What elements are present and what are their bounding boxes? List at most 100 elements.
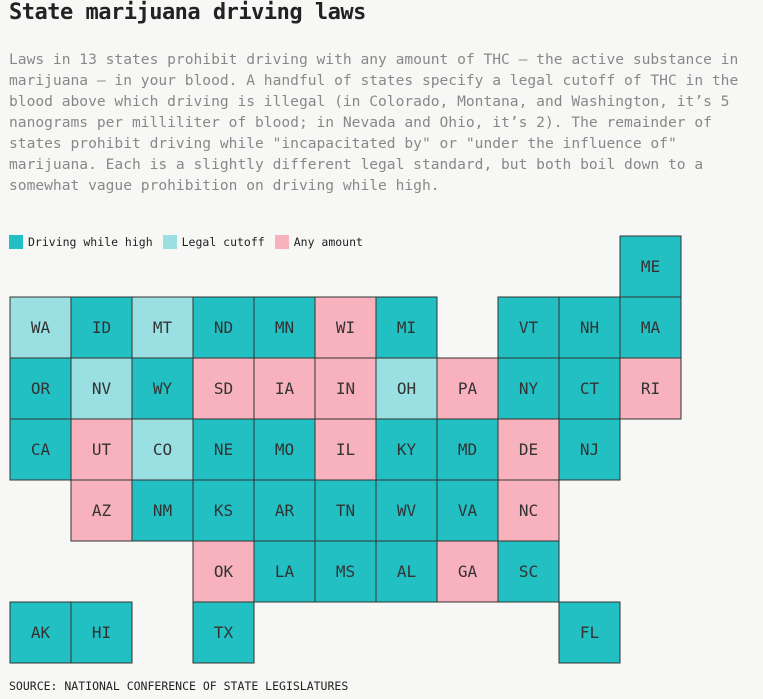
state-label: ME: [641, 257, 660, 276]
legend-label: Driving while high: [28, 235, 153, 249]
state-tile: [70, 357, 133, 420]
state-label: ID: [92, 318, 111, 337]
legend-item: Driving while high: [9, 235, 153, 249]
state-tile: [375, 418, 438, 481]
state-label: WI: [336, 318, 355, 337]
state-tile: [70, 601, 133, 664]
state-label: MD: [458, 440, 477, 459]
state-label: IN: [336, 379, 355, 398]
state-label: GA: [458, 562, 478, 581]
state-label: AZ: [92, 501, 112, 520]
state-label: NM: [153, 501, 172, 520]
state-label: AR: [275, 501, 295, 520]
state-tile: [9, 601, 72, 664]
state-label: WV: [397, 501, 417, 520]
state-label: IA: [275, 379, 295, 398]
legend-label: Legal cutoff: [181, 235, 265, 249]
legend-swatch: [9, 235, 23, 249]
legend-swatch: [162, 235, 177, 249]
state-tile: [558, 601, 621, 664]
state-label: NY: [519, 379, 539, 398]
state-label: MT: [153, 318, 173, 337]
state-label: DE: [519, 440, 538, 459]
state-tile: [131, 357, 194, 420]
state-tile: [314, 418, 377, 481]
state-label: OH: [397, 379, 416, 398]
state-tile: [314, 296, 377, 359]
description: Laws in 13 states prohibit driving with …: [9, 51, 739, 194]
state-tile: [131, 296, 194, 359]
state-label: CO: [153, 440, 172, 459]
state-label: LA: [275, 562, 295, 581]
state-label: AL: [397, 562, 416, 581]
state-label: AK: [31, 623, 51, 642]
state-label: SD: [214, 379, 233, 398]
state-tile: [70, 479, 133, 542]
state-label: TX: [214, 623, 234, 642]
state-tile: [375, 540, 438, 603]
state-tile: [436, 540, 499, 603]
title: State marijuana driving laws: [9, 0, 366, 25]
state-label: OR: [31, 379, 51, 398]
state-label: UT: [92, 440, 112, 459]
state-label: RI: [641, 379, 660, 398]
state-tile: [558, 418, 621, 481]
state-label: NE: [214, 440, 233, 459]
state-tile: [314, 479, 377, 542]
legend-swatch: [274, 235, 289, 249]
state-tile: [619, 357, 682, 420]
state-tile: [436, 479, 499, 542]
state-tile: [558, 296, 621, 359]
state-tile: [497, 540, 560, 603]
state-tile: [192, 540, 255, 603]
state-label: NV: [92, 379, 112, 398]
state-tile: [9, 418, 72, 481]
state-label: WA: [31, 318, 51, 337]
state-label: OK: [214, 562, 234, 581]
state-tile: [192, 296, 255, 359]
legend-item: Legal cutoff: [162, 235, 265, 249]
state-tile: [253, 418, 316, 481]
state-tile: [375, 296, 438, 359]
state-label: VT: [519, 318, 539, 337]
state-label: MI: [397, 318, 416, 337]
state-tile: [253, 540, 316, 603]
legend-item: Any amount: [274, 235, 363, 249]
state-label: NH: [580, 318, 599, 337]
state-tile: [497, 479, 560, 542]
state-tile: [192, 601, 255, 664]
state-tile: [192, 479, 255, 542]
state-tile: [497, 357, 560, 420]
state-label: CA: [31, 440, 51, 459]
state-label: NJ: [580, 440, 599, 459]
state-tile: [375, 357, 438, 420]
state-tile: [436, 357, 499, 420]
legend: Driving while high Legal cutoff Any amount: [9, 235, 363, 249]
state-label: WY: [153, 379, 173, 398]
state-tile: [131, 418, 194, 481]
state-label: ND: [214, 318, 233, 337]
state-label: SC: [519, 562, 538, 581]
state-label: NC: [519, 501, 538, 520]
state-label: MS: [336, 562, 355, 581]
state-tile: [314, 540, 377, 603]
state-label: MO: [275, 440, 294, 459]
legend-label: Any amount: [293, 235, 363, 249]
state-label: FL: [580, 623, 599, 642]
state-tile: [497, 296, 560, 359]
state-label: KY: [397, 440, 417, 459]
state-label: KS: [214, 501, 233, 520]
state-tile: [131, 479, 194, 542]
state-label: IL: [336, 440, 355, 459]
state-label: CT: [580, 379, 600, 398]
state-label: VA: [458, 501, 478, 520]
state-tile: [375, 479, 438, 542]
state-tile: [619, 235, 682, 298]
state-tile: [314, 357, 377, 420]
state-tile: [70, 296, 133, 359]
source: SOURCE: NATIONAL CONFERENCE OF STATE LEG…: [9, 679, 349, 693]
state-label: HI: [92, 623, 111, 642]
state-tile: [192, 418, 255, 481]
